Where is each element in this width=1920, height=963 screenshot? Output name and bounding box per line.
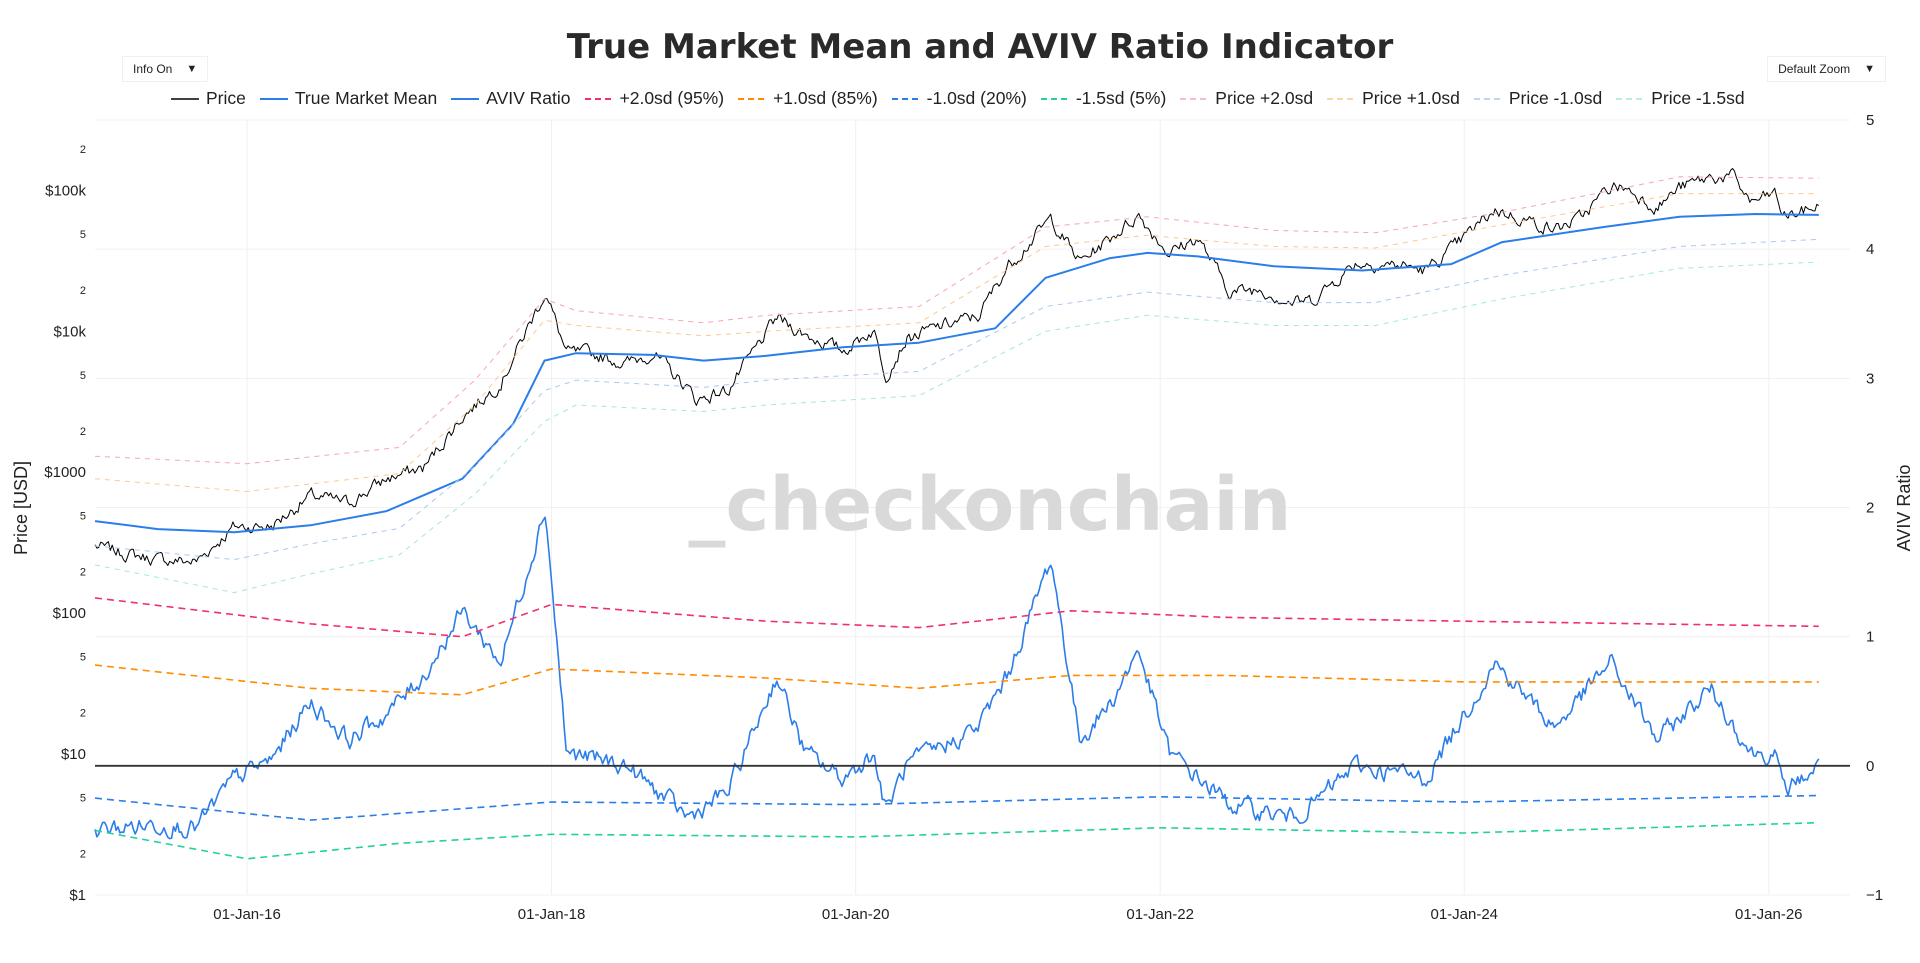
x-tick-label: 01-Jan-22 [1126, 906, 1194, 923]
legend-swatch [451, 97, 480, 100]
y-right-tick-label: −1 [1866, 887, 1883, 904]
y-right-tick-label: 1 [1866, 629, 1874, 646]
legend-item[interactable]: Price +2.0sd [1179, 88, 1313, 109]
y-right-tick-label: 4 [1866, 241, 1874, 258]
y-right-tick-label: 3 [1866, 370, 1874, 387]
y-left-tick-label: $1000 [44, 464, 86, 481]
series-line-true-market-mean [94, 213, 1819, 534]
info-toggle-dropdown[interactable]: Info On ▼ [122, 56, 209, 82]
legend-label: +1.0sd (85%) [773, 88, 878, 108]
series-line-1-0sd-20 [94, 794, 1819, 821]
legend-label: Price -1.0sd [1508, 88, 1603, 108]
legend-label: True Market Mean [294, 88, 438, 108]
info-toggle-label: Info On [133, 62, 173, 76]
legend-label: -1.0sd (20%) [926, 88, 1027, 108]
legend-swatch [1040, 97, 1069, 100]
legend-label: Price +1.0sd [1362, 88, 1460, 108]
series-line-aviv-ratio [94, 516, 1820, 840]
legend-label: Price [206, 88, 246, 108]
series-line-price-1-0sd [94, 238, 1819, 561]
legend-item[interactable]: Price +1.0sd [1326, 88, 1460, 109]
series-line-1-0sd-85 [94, 664, 1819, 696]
legend-item[interactable]: -1.5sd (5%) [1040, 88, 1166, 109]
legend-swatch [259, 97, 288, 100]
y-right-tick-label: 2 [1866, 500, 1874, 517]
legend-item[interactable]: Price -1.5sd [1615, 88, 1745, 109]
legend-item[interactable]: -1.0sd (20%) [891, 88, 1027, 109]
y-left-tick-label: 5 [80, 370, 86, 382]
zoom-dropdown[interactable]: Default Zoom ▼ [1767, 56, 1886, 82]
series-line-2-0sd-95 [94, 597, 1819, 638]
y-left-tick-label: 2 [80, 144, 86, 156]
y-left-tick-label: 2 [80, 426, 86, 438]
x-tick-label: 01-Jan-20 [822, 906, 890, 923]
chevron-down-icon: ▼ [1864, 63, 1875, 75]
legend-swatch [1180, 97, 1209, 100]
series-line-1-5sd-5 [94, 821, 1819, 860]
legend-item[interactable]: AVIV Ratio [450, 88, 571, 109]
y-left-tick-label: 2 [80, 285, 86, 297]
legend-swatch [891, 97, 920, 100]
y-left-tick-label: 5 [80, 511, 86, 523]
legend-item[interactable]: Price [170, 88, 246, 109]
legend-swatch [738, 97, 767, 100]
y-left-tick-label: 2 [80, 849, 86, 861]
legend-label: -1.5sd (5%) [1075, 88, 1167, 108]
series-line-price-1-0sd [94, 193, 1819, 492]
y-left-tick-label: 2 [80, 708, 86, 720]
legend: Price True Market Mean AVIV Ratio +2.0sd (9… [170, 88, 1745, 109]
y-left-tick-label: 5 [80, 652, 86, 664]
legend-item[interactable]: +1.0sd (85%) [737, 88, 878, 109]
y-left-tick-label: 5 [80, 229, 86, 241]
watermark: _checkonchain [689, 462, 1292, 548]
legend-swatch [1327, 97, 1356, 100]
legend-label: AVIV Ratio [486, 88, 571, 108]
zoom-label: Default Zoom [1778, 62, 1851, 76]
y-left-tick-label: $100k [45, 182, 86, 199]
series-line-price-1-5sd [94, 261, 1819, 594]
legend-swatch [584, 97, 613, 100]
legend-item[interactable]: Price -1.0sd [1473, 88, 1602, 109]
y-left-tick-label: $100 [53, 605, 86, 622]
chart-title: True Market Mean and AVIV Ratio Indicato… [567, 27, 1394, 67]
legend-swatch [171, 97, 199, 100]
x-tick-label: 01-Jan-26 [1735, 906, 1803, 923]
y-left-tick-label: $10k [53, 323, 86, 340]
y-left-tick-label: $10 [61, 746, 86, 763]
y-left-tick-label: $1 [69, 887, 86, 904]
x-tick-label: 01-Jan-18 [518, 906, 586, 923]
right-axis-title: AVIV Ratio [1894, 465, 1914, 552]
left-axis-title: Price [USD] [11, 461, 31, 555]
axes: 01-Jan-16 01-Jan-18 01-Jan-20 01-Jan-22 01-J… [44, 112, 1883, 923]
y-left-tick-label: 5 [80, 793, 86, 805]
legend-item[interactable]: +2.0sd (95%) [584, 88, 725, 109]
x-tick-label: 01-Jan-24 [1430, 906, 1498, 923]
y-right-tick-label: 0 [1866, 758, 1874, 775]
chevron-down-icon: ▼ [186, 63, 198, 75]
x-tick-label: 01-Jan-16 [213, 906, 281, 923]
y-left-tick-label: 2 [80, 567, 86, 579]
legend-label: Price -1.5sd [1651, 88, 1745, 108]
series-line-price-2-0sd [94, 176, 1819, 465]
legend-swatch [1616, 97, 1645, 100]
legend-item[interactable]: True Market Mean [259, 88, 437, 109]
legend-label: Price +2.0sd [1215, 88, 1314, 108]
y-right-tick-label: 5 [1866, 112, 1874, 129]
legend-label: +2.0sd (95%) [619, 88, 725, 108]
series-layer [94, 168, 1850, 860]
legend-swatch [1473, 97, 1502, 100]
